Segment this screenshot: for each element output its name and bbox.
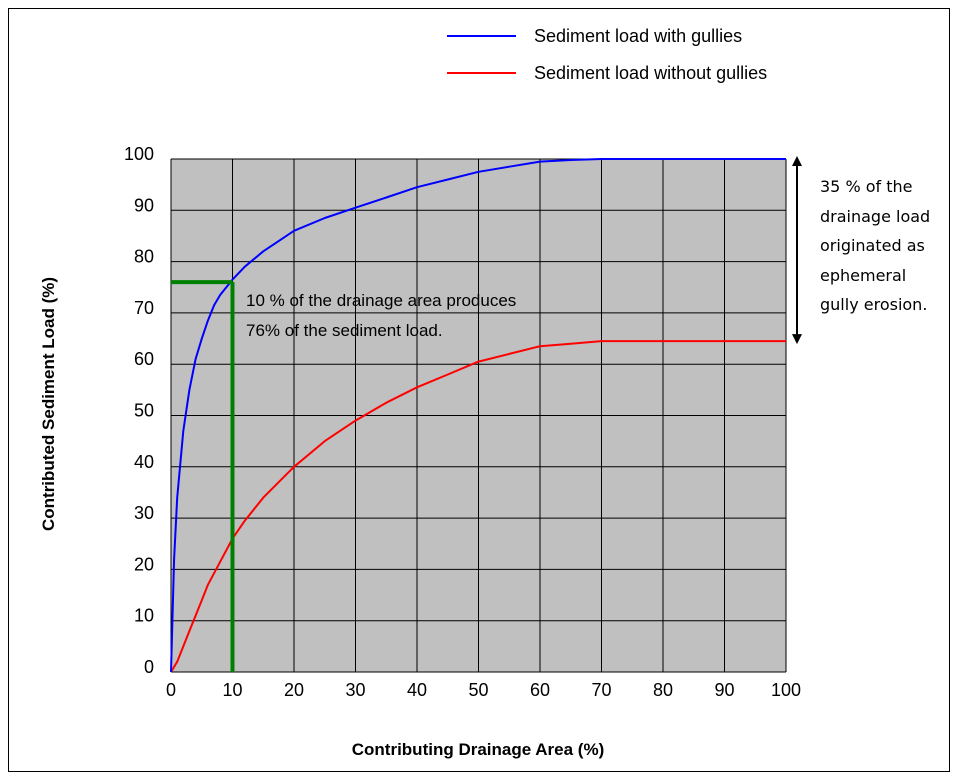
y-tick-label: 100 <box>124 144 154 164</box>
side-note-line-5: gully erosion. <box>820 295 927 314</box>
y-tick-label: 40 <box>134 452 154 472</box>
x-tick-label: 70 <box>591 680 611 700</box>
side-note-line-1: 35 % of the <box>820 177 913 196</box>
y-tick-label: 0 <box>144 657 154 677</box>
x-tick-label: 80 <box>653 680 673 700</box>
side-note-line-2: drainage load <box>820 207 930 226</box>
side-note-line-4: ephemeral <box>820 266 906 285</box>
x-tick-label: 0 <box>166 680 176 700</box>
y-axis-ticks: 0 10 20 30 40 50 60 70 80 90 100 <box>124 144 154 677</box>
legend: Sediment load with gullies Sediment load… <box>447 26 767 83</box>
x-tick-label: 30 <box>345 680 365 700</box>
x-tick-label: 60 <box>530 680 550 700</box>
x-tick-label: 100 <box>771 680 801 700</box>
x-tick-label: 50 <box>468 680 488 700</box>
series-line-without-gullies <box>170 340 786 673</box>
legend-label-without-gullies: Sediment load without gullies <box>534 63 767 83</box>
side-note-line-3: originated as <box>820 236 925 255</box>
y-tick-label: 20 <box>134 554 154 574</box>
annotation-line-2: 76% of the sediment load. <box>246 321 443 340</box>
y-axis-title: Contributed Sediment Load (%) <box>39 277 58 531</box>
y-tick-label: 60 <box>134 349 154 369</box>
annotation-line-1: 10 % of the drainage area produces <box>246 291 516 310</box>
chart-frame <box>8 8 950 772</box>
x-tick-label: 40 <box>407 680 427 700</box>
y-tick-label: 10 <box>134 606 154 626</box>
series-line-with-gullies <box>170 158 786 673</box>
y-tick-label: 70 <box>134 298 154 318</box>
x-tick-label: 10 <box>222 680 242 700</box>
x-axis-title: Contributing Drainage Area (%) <box>352 740 605 759</box>
x-tick-label: 90 <box>714 680 734 700</box>
y-tick-label: 80 <box>134 247 154 267</box>
y-tick-label: 30 <box>134 503 154 523</box>
x-tick-label: 20 <box>284 680 304 700</box>
y-tick-label: 50 <box>134 401 154 421</box>
y-tick-label: 90 <box>134 195 154 215</box>
side-note: 35 % of the drainage load originated as … <box>820 177 930 314</box>
legend-label-with-gullies: Sediment load with gullies <box>534 26 742 46</box>
grid <box>170 158 787 673</box>
x-axis-ticks: 0 10 20 30 40 50 60 70 80 90 100 <box>166 680 801 700</box>
